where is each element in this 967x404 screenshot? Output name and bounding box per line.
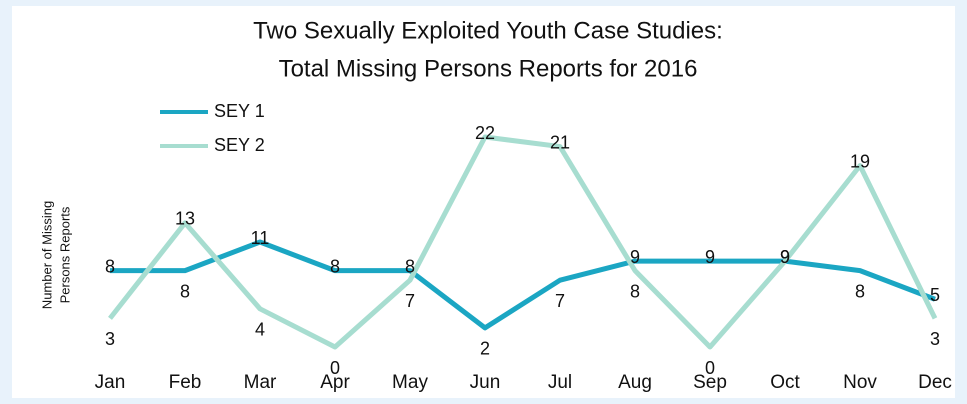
x-tick-label: Mar <box>244 372 277 393</box>
data-label: 3 <box>105 329 115 349</box>
y-axis-label: Number of Missing <box>39 201 54 309</box>
x-tick-label: Feb <box>169 372 202 393</box>
data-label: 11 <box>251 228 270 248</box>
chart-title: Two Sexually Exploited Youth Case Studie… <box>253 17 723 44</box>
data-label: 0 <box>705 358 715 378</box>
chart-subtitle: Total Missing Persons Reports for 2016 <box>279 55 698 82</box>
data-label: 8 <box>405 256 415 276</box>
plot-background <box>12 6 955 398</box>
series-line <box>108 134 938 350</box>
x-tick-label: May <box>392 372 428 393</box>
legend-label: SEY 1 <box>214 101 265 121</box>
data-label: 21 <box>550 132 570 152</box>
x-tick-label: Oct <box>770 372 800 393</box>
data-label: 13 <box>175 209 195 229</box>
data-label: 2 <box>480 339 490 359</box>
data-label: 8 <box>630 281 640 301</box>
data-label: 19 <box>850 151 870 171</box>
data-label: 8 <box>855 281 865 301</box>
legend-label: SEY 2 <box>214 135 265 155</box>
data-label: 9 <box>780 247 790 267</box>
x-tick-label: Jan <box>95 372 126 393</box>
x-tick-label: Sep <box>693 372 727 393</box>
data-label: 9 <box>705 247 715 267</box>
data-label: 4 <box>255 320 265 340</box>
data-label: 8 <box>330 256 340 276</box>
data-label: 9 <box>630 247 640 267</box>
data-label: 8 <box>105 256 115 276</box>
data-label: 9 <box>780 247 790 267</box>
data-label: 5 <box>930 285 940 305</box>
data-label: 7 <box>405 291 415 311</box>
y-axis-label: Persons Reports <box>57 206 72 303</box>
x-tick-label: Jun <box>470 372 501 393</box>
data-label: 8 <box>180 281 190 301</box>
x-tick-label: Jul <box>548 372 572 393</box>
data-label: 22 <box>475 123 495 143</box>
data-label: 0 <box>330 358 340 378</box>
x-tick-label: Dec <box>918 372 952 393</box>
x-tick-label: Nov <box>843 372 877 393</box>
x-tick-label: Aug <box>618 372 652 393</box>
data-label: 7 <box>555 291 565 311</box>
data-label: 3 <box>930 329 940 349</box>
x-tick-label: Apr <box>320 372 350 393</box>
series-line <box>110 239 936 331</box>
